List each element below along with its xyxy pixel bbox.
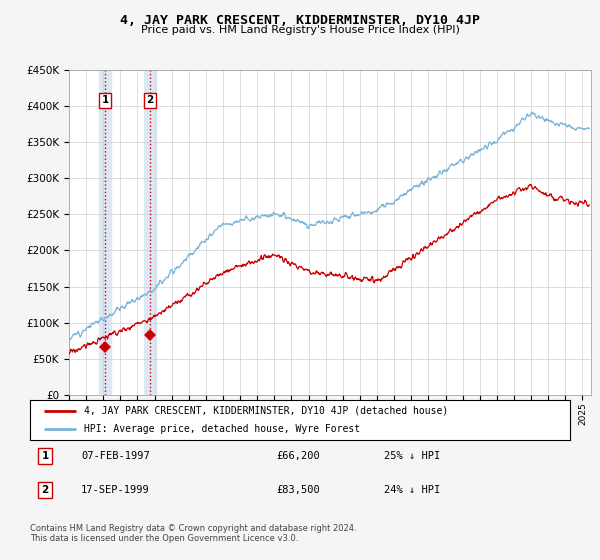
Bar bbox=[144, 70, 156, 395]
Text: 07-FEB-1997: 07-FEB-1997 bbox=[81, 451, 150, 461]
Text: 1: 1 bbox=[41, 451, 49, 461]
Text: Contains HM Land Registry data © Crown copyright and database right 2024.
This d: Contains HM Land Registry data © Crown c… bbox=[30, 524, 356, 543]
Text: 17-SEP-1999: 17-SEP-1999 bbox=[81, 485, 150, 495]
Text: Price paid vs. HM Land Registry's House Price Index (HPI): Price paid vs. HM Land Registry's House … bbox=[140, 25, 460, 35]
Bar bbox=[99, 70, 111, 395]
Text: 2: 2 bbox=[41, 485, 49, 495]
Text: 24% ↓ HPI: 24% ↓ HPI bbox=[384, 485, 440, 495]
Text: 2: 2 bbox=[146, 95, 154, 105]
Text: 25% ↓ HPI: 25% ↓ HPI bbox=[384, 451, 440, 461]
Text: £66,200: £66,200 bbox=[276, 451, 320, 461]
Text: 4, JAY PARK CRESCENT, KIDDERMINSTER, DY10 4JP (detached house): 4, JAY PARK CRESCENT, KIDDERMINSTER, DY1… bbox=[84, 406, 448, 416]
Text: £83,500: £83,500 bbox=[276, 485, 320, 495]
Text: 1: 1 bbox=[101, 95, 109, 105]
Text: 4, JAY PARK CRESCENT, KIDDERMINSTER, DY10 4JP: 4, JAY PARK CRESCENT, KIDDERMINSTER, DY1… bbox=[120, 14, 480, 27]
Text: HPI: Average price, detached house, Wyre Forest: HPI: Average price, detached house, Wyre… bbox=[84, 424, 360, 434]
